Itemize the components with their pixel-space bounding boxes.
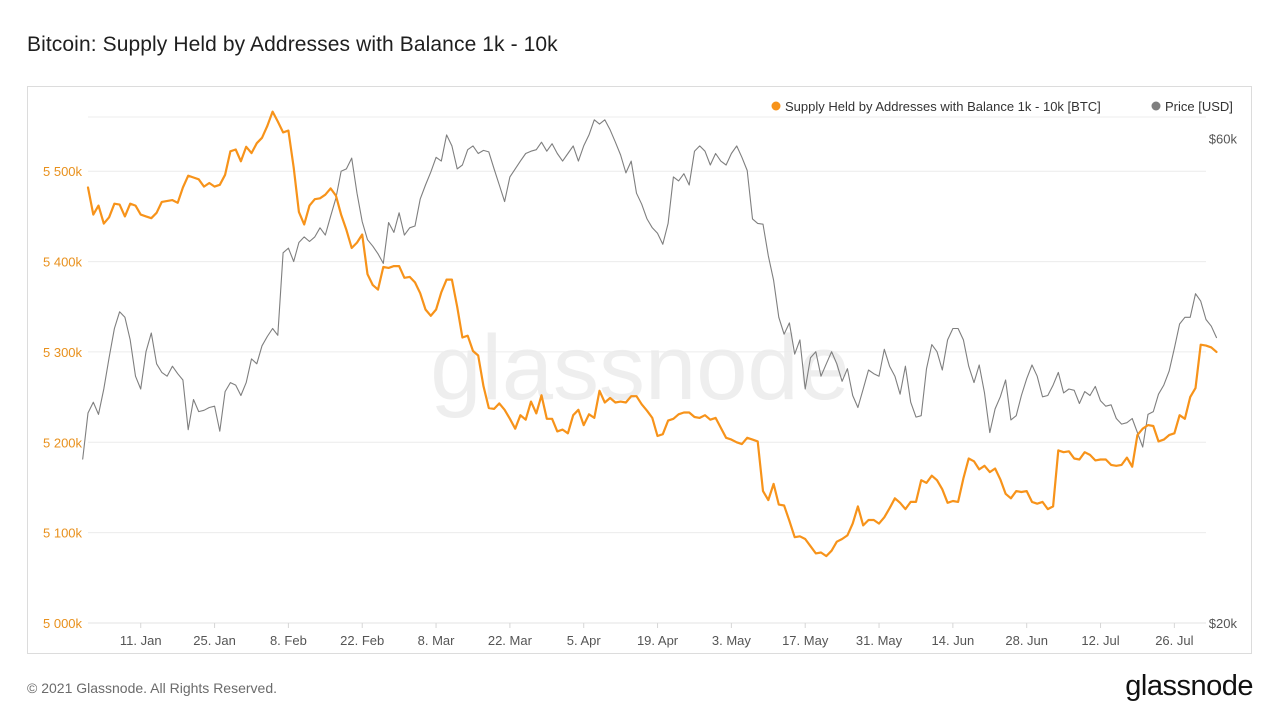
left-tick-label: 5 300k <box>43 345 83 360</box>
price-series-line <box>82 119 1218 460</box>
x-tick-label: 3. May <box>712 633 752 648</box>
watermark-text: glassnode <box>430 317 849 419</box>
supply-series-line <box>86 110 1218 558</box>
left-tick-label: 5 500k <box>43 164 83 179</box>
footer-logo[interactable]: glassnode <box>1125 670 1253 702</box>
legend-label: Price [USD] <box>1165 99 1233 114</box>
left-tick-label: 5 000k <box>43 616 83 631</box>
x-axis: 11. Jan 25. Jan 8. Feb 22. Feb 8. Mar 22. Mar… <box>120 623 1194 648</box>
footer-copyright: © 2021 Glassnode. All Rights Reserved. <box>27 680 278 696</box>
legend-marker <box>1151 101 1161 111</box>
legend-item-price[interactable]: Price [USD] <box>1151 99 1233 114</box>
left-tick-label: 5 100k <box>43 526 83 541</box>
x-tick-label: 31. May <box>856 633 903 648</box>
legend-item-supply[interactable]: Supply Held by Addresses with Balance 1k… <box>771 99 1101 114</box>
x-tick-label: 8. Mar <box>418 633 456 648</box>
x-tick-label: 17. May <box>782 633 829 648</box>
x-tick-label: 8. Feb <box>270 633 307 648</box>
x-tick-label: 25. Jan <box>193 633 236 648</box>
legend-label: Supply Held by Addresses with Balance 1k… <box>785 99 1101 114</box>
legend-marker <box>771 101 781 111</box>
x-tick-label: 26. Jul <box>1155 633 1193 648</box>
x-tick-label: 19. Apr <box>637 633 679 648</box>
x-tick-label: 12. Jul <box>1081 633 1119 648</box>
right-tick-label: $20k <box>1209 616 1238 631</box>
right-axis: $20k $60k <box>1209 132 1238 631</box>
right-tick-label: $60k <box>1209 132 1238 147</box>
x-tick-label: 22. Mar <box>488 633 533 648</box>
x-tick-label: 5. Apr <box>567 633 602 648</box>
legend[interactable]: Supply Held by Addresses with Balance 1k… <box>771 99 1233 114</box>
left-axis: 5 000k 5 100k 5 200k 5 300k 5 400k 5 500k <box>43 164 83 631</box>
x-tick-label: 11. Jan <box>120 633 162 648</box>
chart-frame: glassnode 5 000k 5 100k 5 200k 5 300k 5 400k… <box>27 86 1252 654</box>
left-tick-label: 5 400k <box>43 255 83 270</box>
left-tick-label: 5 200k <box>43 435 83 450</box>
x-tick-label: 22. Feb <box>340 633 384 648</box>
x-tick-label: 28. Jun <box>1005 633 1048 648</box>
x-tick-label: 14. Jun <box>932 633 975 648</box>
series-layer <box>82 110 1218 558</box>
chart-title: Bitcoin: Supply Held by Addresses with B… <box>27 33 558 56</box>
chart-svg: glassnode 5 000k 5 100k 5 200k 5 300k 5 400k… <box>43 99 1238 648</box>
